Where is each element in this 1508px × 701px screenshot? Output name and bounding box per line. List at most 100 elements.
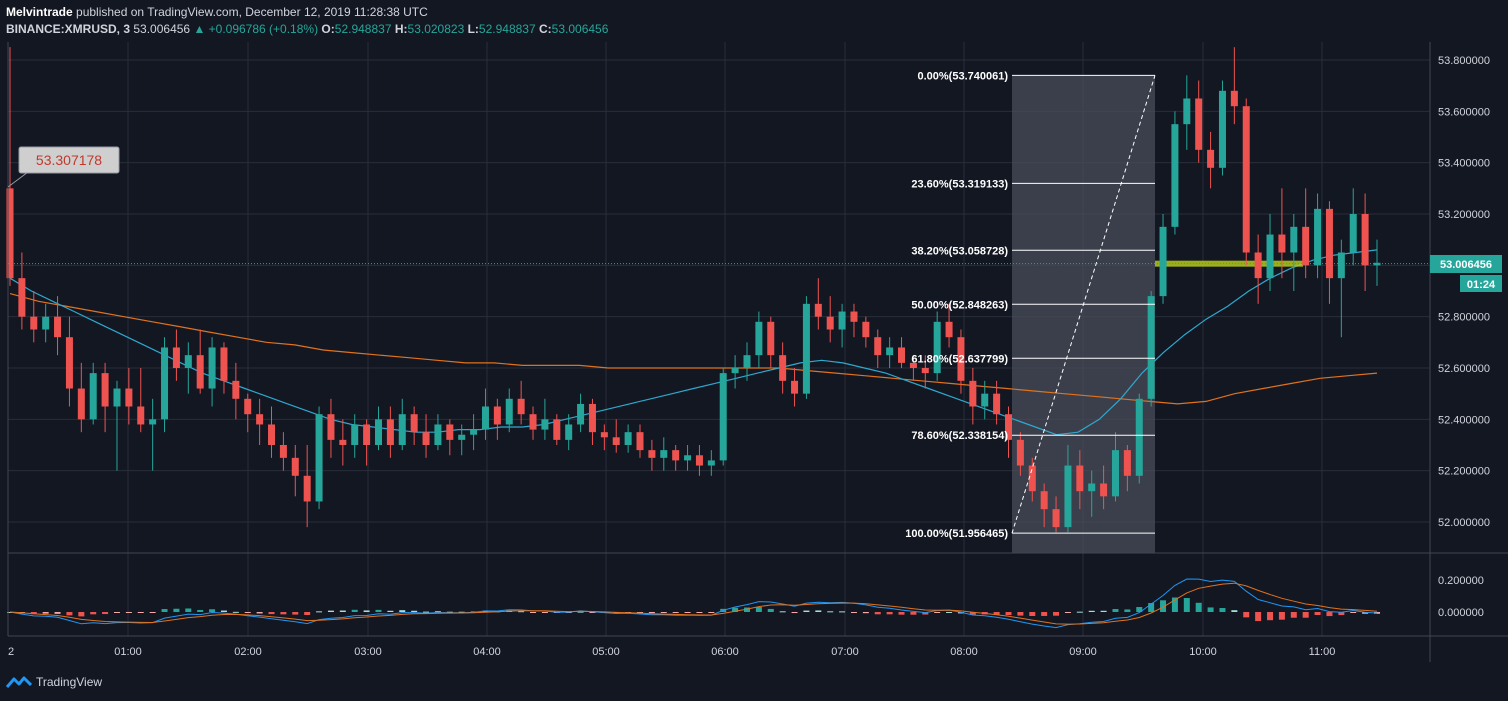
candle-body [1028,465,1036,492]
candle-body [660,450,668,458]
macd-histogram-bar [137,612,144,613]
candle-body [1337,252,1345,279]
price-callout[interactable]: 53.307178 [7,146,120,188]
chart-header: Melvintrade published on TradingView.com… [6,4,608,38]
candle-body [993,393,1001,415]
candle-body [303,475,311,502]
macd-histogram-bar [66,612,73,616]
macd-histogram-bar [791,612,798,614]
candle-body [648,450,656,458]
candle-body [517,398,525,415]
candle-body [565,424,573,440]
macd-histogram-bar [316,611,323,613]
candle-body [184,355,192,368]
candle-body [291,457,299,476]
macd-histogram-bar [209,609,216,612]
candle-body [862,321,870,338]
fib-retracement[interactable] [1012,76,1155,553]
countdown-value: 01:24 [1467,279,1496,291]
time-tick-label: 03:00 [354,646,382,658]
fib-trend-line [1011,75,1156,534]
macd-histogram-bar [185,608,192,612]
macd-histogram-bar [292,612,299,615]
candle-body [196,355,204,389]
candle-body [172,347,180,368]
candle-body [1325,208,1333,279]
price-tick-label: 52.600000 [1438,363,1490,375]
candle-body [1123,450,1131,476]
macd-signal-line [9,582,1378,625]
candle-body [791,380,799,394]
candle-body [529,414,537,430]
footer: TradingView [6,674,102,690]
candle-body [707,460,715,466]
callout-pointer [7,171,29,188]
macd-histogram-bar [1076,611,1083,613]
candle-body [1076,465,1084,492]
moving-averages [9,249,1378,436]
candle-body [731,368,739,374]
candle-body [850,311,858,322]
macd-histogram-bar [946,611,953,613]
candle-body [636,432,644,451]
macd-histogram-bar [1064,612,1071,613]
callout-box [18,146,120,174]
time-tick-label: 09:00 [1069,646,1097,658]
candle-body [1147,296,1155,399]
macd-histogram-bar [993,612,1000,615]
candle-body [1064,465,1072,528]
publish-line: Melvintrade published on TradingView.com… [6,4,608,21]
macd-histogram-bar [54,612,61,614]
macd-histogram-bar [1100,610,1107,612]
brand-name[interactable]: TradingView [36,675,103,689]
price-tick-label: 52.200000 [1438,466,1490,478]
candle-body [826,316,834,330]
candle-body [256,414,264,425]
macd-histogram-bar [684,612,691,613]
candle-body [1207,149,1215,168]
macd-histogram-bar [90,612,97,615]
candle-body [149,419,157,425]
macd-histogram-bar [898,612,905,615]
candle-body [969,380,977,407]
candle-body [232,380,240,399]
fib-level-label: 78.60%(52.338154) [911,430,1008,442]
macd-histogram-bar [1278,612,1285,620]
macd-histogram-bar [113,612,120,613]
candle-body [612,437,620,445]
macd-histogram-bar [637,612,644,613]
fib-zone [1012,76,1155,553]
candle-body [1135,398,1143,476]
candle-body [1242,106,1250,253]
price-label-box [1430,255,1502,273]
macd-histogram-bar [304,612,311,615]
fib-level-label: 23.60%(53.319133) [911,178,1008,190]
candle-body [351,424,359,445]
candle-body [874,337,882,356]
open-value: 52.948837 [334,22,392,36]
macd-histogram-bar [1005,612,1012,616]
symbol-label[interactable]: BINANCE:XMRUSD, 3 [6,22,131,36]
chart-grid [7,42,1430,636]
macd-histogram-bar [660,612,667,613]
time-tick-label: 02:00 [234,646,262,658]
candle-body [434,424,442,445]
ma-slow-line [9,293,1378,405]
macd-histogram-bar [327,610,334,612]
candle-body [1302,226,1310,266]
candles [6,47,1381,533]
candle-body [458,434,466,440]
tradingview-logo-icon [6,676,32,688]
author-name[interactable]: Melvintrade [6,5,73,19]
price-change: ▲ +0.096786 (+0.18%) [193,22,319,36]
candle-body [244,398,252,415]
candle-body [101,373,109,407]
macd-histogram-bar [518,611,525,613]
macd-histogram-bar [423,611,430,613]
macd-histogram-bar [862,612,869,614]
candle-body [814,303,822,317]
candle-body [1195,98,1203,150]
macd-histogram-bar [1053,612,1060,616]
macd-histogram-bar [886,612,893,615]
